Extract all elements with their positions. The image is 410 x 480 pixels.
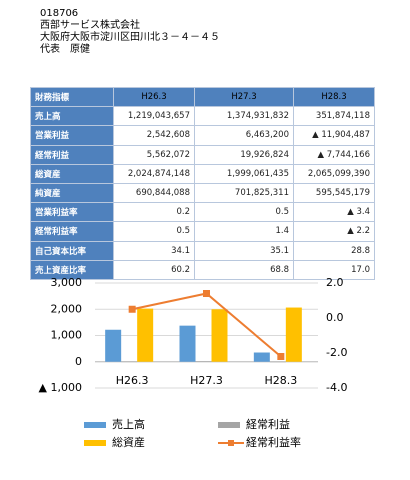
bar <box>105 329 122 362</box>
table-row: 純資産 690,844,088 701,825,311 595,545,179 <box>30 182 375 204</box>
y-tick-label: 2,000 <box>51 302 83 315</box>
y-tick-label: ▲ 1,000 <box>39 381 82 394</box>
address: 大阪府大阪市淀川区田川北３－４－４５ <box>40 32 220 43</box>
table-row: 営業利益 2,542,608 6,463,200 ▲ 11,904,487 <box>30 125 375 146</box>
y-tick-label: 1,000 <box>51 329 83 342</box>
cell: 351,874,118 <box>293 106 375 127</box>
bar <box>285 307 302 362</box>
table-row: 営業利益率 0.2 0.5 ▲ 3.4 <box>30 202 375 223</box>
column-header: H28.3 <box>293 86 375 108</box>
cell: 5,562,072 <box>113 144 195 165</box>
table-row: 経常利益 5,562,072 19,926,824 ▲ 7,744,166 <box>30 144 375 165</box>
cell: 1,374,931,832 <box>194 106 294 127</box>
y2-tick-label: -2.0 <box>326 346 347 359</box>
legend-entry: 売上高 <box>84 417 145 431</box>
legend-entry: 総資産 <box>84 435 145 449</box>
row-label: 財務指標 <box>30 86 114 108</box>
row-label: 売上高 <box>30 106 114 127</box>
legend-label: 経常利益率 <box>246 435 301 449</box>
cell: 1.4 <box>194 221 294 242</box>
cell: 595,545,179 <box>293 182 375 204</box>
row-label: 売上資産比率 <box>30 259 114 280</box>
y2-tick-label: -4.0 <box>326 381 347 394</box>
line-marker <box>203 290 210 297</box>
cell: 6,463,200 <box>194 125 294 146</box>
line-marker <box>128 305 136 313</box>
cell: 690,844,088 <box>113 182 195 204</box>
header-row: 財務指標 H26.3 H27.3 H28.3 <box>30 86 375 108</box>
legend-entry: 経常利益率 <box>218 435 301 449</box>
bar <box>121 361 138 363</box>
cell: 0.2 <box>113 202 195 223</box>
code: 018706 <box>40 8 79 19</box>
cell: 2,024,874,148 <box>113 163 195 184</box>
row-label: 経常利益率 <box>30 221 114 242</box>
column-header: H27.3 <box>194 86 294 108</box>
row-label: 営業利益 <box>30 125 114 146</box>
table-row: 総資産 2,024,874,148 1,999,061,435 2,065,099,3… <box>30 163 375 184</box>
x-tick-label: H26.3 <box>116 374 149 387</box>
cell: 17.0 <box>293 259 375 280</box>
cell: ▲ 7,744,166 <box>293 144 375 165</box>
y2-tick-label: 2.0 <box>326 276 344 289</box>
header: 018706 西部サービス株式会社 大阪府大阪市淀川区田川北３－４－４５ 代表 … <box>40 8 220 56</box>
table-row: 経常利益率 0.5 1.4 ▲ 2.2 <box>30 221 375 242</box>
row-label: 総資産 <box>30 163 114 184</box>
bar <box>269 361 286 363</box>
cell: 0.5 <box>113 221 195 242</box>
cell: ▲ 2.2 <box>293 221 375 242</box>
cell: 2,065,099,390 <box>293 163 375 184</box>
x-tick-label: H27.3 <box>190 374 223 387</box>
row-label: 純資産 <box>30 182 114 204</box>
line <box>131 292 282 358</box>
bar <box>179 325 196 362</box>
table-row: 自己資本比率 34.1 35.1 28.8 <box>30 240 375 261</box>
y2-tick-label: 0.0 <box>326 311 344 324</box>
row-label: 営業利益率 <box>30 202 114 223</box>
bar <box>195 361 212 362</box>
legend-swatch <box>84 422 106 428</box>
financial-table: 財務指標 H26.3 H27.3 H28.3 売上高 1,219,043,657 1,374… <box>30 86 375 280</box>
cell: 2,542,608 <box>113 125 195 146</box>
legend-entry: 経常利益 <box>218 417 290 431</box>
y-tick-label: 3,000 <box>51 276 83 289</box>
y-tick-label: 0 <box>75 355 82 368</box>
column-header: H26.3 <box>113 86 195 108</box>
cell: 34.1 <box>113 240 195 261</box>
cell: 1,219,043,657 <box>113 106 195 127</box>
row-label: 経常利益 <box>30 144 114 165</box>
bar <box>211 309 228 362</box>
cell: 35.1 <box>194 240 294 261</box>
legend-label: 経常利益 <box>246 417 290 431</box>
cell: 1,999,061,435 <box>194 163 294 184</box>
line-marker <box>277 353 285 360</box>
table-row: 売上高 1,219,043,657 1,374,931,832 351,874,118 <box>30 106 375 127</box>
legend-label: 総資産 <box>112 435 145 449</box>
bar <box>137 308 154 362</box>
representative: 代表 原健 <box>40 44 90 55</box>
company: 西部サービス株式会社 <box>40 20 140 31</box>
chart: 3,000 2,000 1,000 0 ▲ 1,000 2.0 0.0 -2.0 -4.0 H26… <box>39 276 348 449</box>
table-row: 売上資産比率 60.2 68.8 17.0 <box>30 259 375 280</box>
x-tick-label: H28.3 <box>264 374 297 387</box>
cell: 0.5 <box>194 202 294 223</box>
legend-swatch <box>84 440 106 446</box>
row-label: 自己資本比率 <box>30 240 114 261</box>
cell: 28.8 <box>293 240 375 261</box>
cell: 701,825,311 <box>194 182 294 204</box>
legend-swatch <box>228 440 234 446</box>
legend-label: 売上高 <box>112 417 145 431</box>
legend-swatch <box>218 422 240 428</box>
cell: ▲ 3.4 <box>293 202 375 223</box>
cell: ▲ 11,904,487 <box>293 125 375 146</box>
cell: 19,926,824 <box>194 144 294 165</box>
bar <box>253 352 270 362</box>
